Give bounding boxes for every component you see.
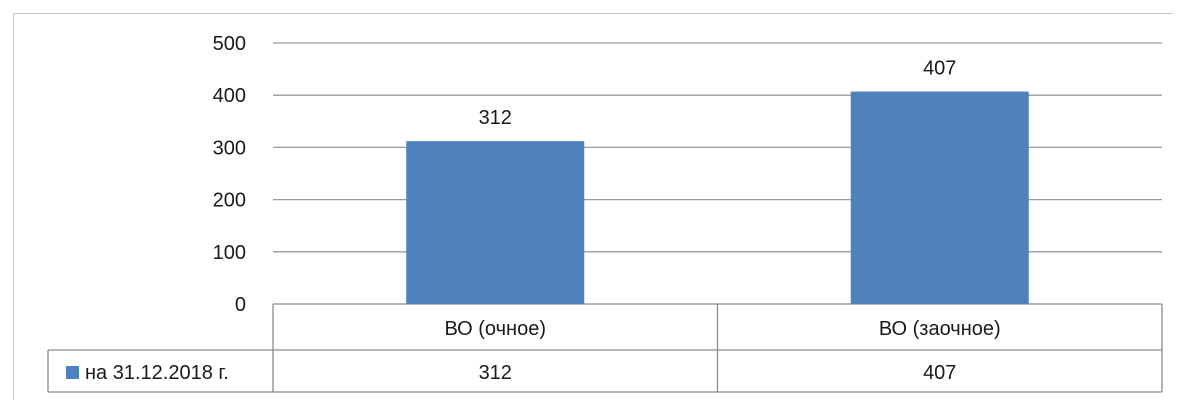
y-tick-label: 500 — [213, 33, 246, 55]
data-label: 407 — [923, 58, 956, 80]
table-value-cell: 407 — [923, 362, 956, 384]
chart-frame — [13, 13, 1173, 400]
x-category-label: ВО (заочное) — [879, 318, 1001, 340]
data-table: ВО (очное) ВО (заочное) на 31.12.2018 г. 31… — [47, 304, 1163, 393]
legend-label: на 31.12.2018 г. — [85, 362, 229, 384]
bars — [406, 91, 1029, 305]
legend-swatch — [66, 366, 79, 379]
data-labels: 312 407 — [479, 58, 957, 130]
table-value-cell: 312 — [479, 362, 512, 384]
bar — [406, 141, 585, 304]
data-label: 312 — [479, 107, 512, 129]
x-category-label: ВО (очное) — [444, 318, 546, 340]
y-tick-label: 100 — [213, 242, 246, 264]
y-axis-ticks: 0 100 200 300 400 500 — [213, 33, 246, 316]
y-tick-label: 200 — [213, 190, 246, 212]
y-tick-label: 0 — [235, 294, 246, 316]
y-tick-label: 400 — [213, 85, 246, 107]
bar — [850, 91, 1029, 305]
y-tick-label: 300 — [213, 137, 246, 159]
